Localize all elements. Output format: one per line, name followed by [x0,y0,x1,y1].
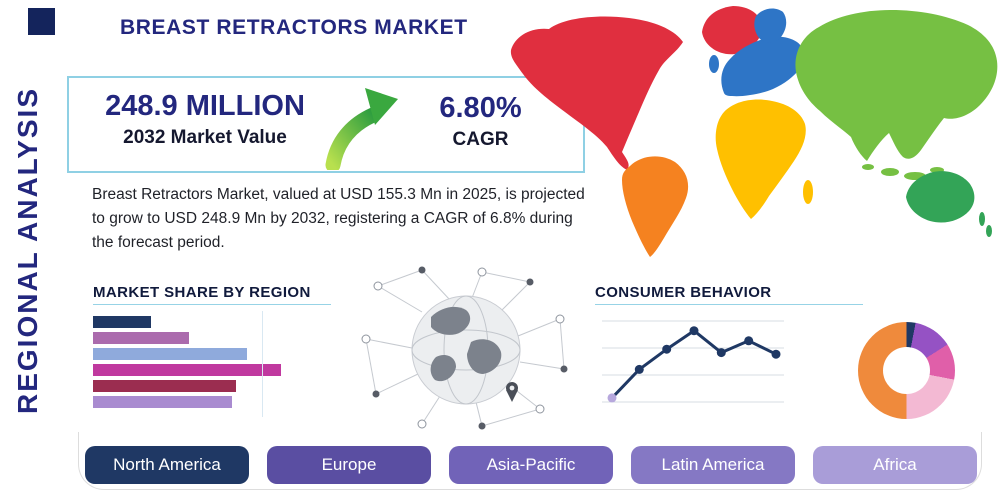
logo-square [28,8,55,35]
map-pin-icon [506,382,518,402]
line-marker-0 [607,393,617,403]
cagr-block: 6.80% CAGR [418,92,543,151]
line-marker-2 [662,344,672,354]
cagr-label: CAGR [452,129,509,150]
map-region-south-america [622,156,689,257]
market-share-bar-0 [93,316,151,328]
stats-box [67,76,585,173]
donut-hole [883,347,930,394]
market-share-bar-1 [93,332,189,344]
region-button-europe[interactable]: Europe [267,446,431,484]
map-region-greenland [702,6,762,55]
line-marker-5 [744,336,754,346]
world-map [510,6,998,257]
growth-arrow-icon [325,88,398,170]
map-region-new-zealand-2 [986,225,992,237]
market-share-bar-chart [93,316,293,412]
market-share-section-title: MARKET SHARE BY REGION [93,284,311,301]
region-button-north-america[interactable]: North America [85,446,249,484]
region-button-latin-america[interactable]: Latin America [631,446,795,484]
market-share-underline [93,304,331,305]
market-description: Breast Retractors Market, valued at USD … [92,186,585,252]
map-region-europe [721,36,805,97]
line-marker-6 [771,349,781,359]
market-share-bar-3 [93,364,281,376]
map-region-australia [906,171,975,223]
consumer-behavior-chart [602,320,784,403]
donut-chart [858,322,955,419]
market-value-block: 248.9 MILLION 2032 Market Value [95,90,315,149]
map-region-se-asia-1 [862,164,874,170]
map-region-uk [709,55,719,73]
market-share-bar-4 [93,380,236,392]
map-region-japan [982,69,990,91]
bottom-card-edge [78,432,982,490]
market-value-label: 2032 Market Value [123,127,287,148]
map-region-madagascar [803,180,813,204]
vertical-section-label: REGIONAL ANALYSIS [12,87,43,415]
map-region-scandinavia [754,8,787,43]
region-button-africa[interactable]: Africa [813,446,977,484]
map-region-se-asia-2 [881,168,899,176]
line-marker-3 [689,326,699,336]
consumer-behavior-section-title: CONSUMER BEHAVIOR [595,284,772,301]
page-title: BREAST RETRACTORS MARKET [120,16,468,39]
globe-network-illustration [361,266,568,430]
consumer-behavior-underline [595,304,863,305]
line-marker-4 [716,348,726,358]
cagr-value: 6.80% [439,92,522,124]
region-button-asia-pacific[interactable]: Asia-Pacific [449,446,613,484]
market-value-2032: 248.9 MILLION [105,90,305,122]
map-region-japan-south [975,91,981,105]
map-region-north-america [510,16,683,171]
network-nodes [361,266,568,430]
map-region-new-zealand-1 [979,212,985,226]
map-region-asia [795,10,998,161]
line-marker-1 [634,364,644,374]
market-share-bar-5 [93,396,232,408]
market-share-bar-2 [93,348,247,360]
map-region-africa [715,99,806,219]
region-buttons: North America Europe Asia-Pacific Latin Ame… [85,446,977,484]
bar-chart-gridline [262,311,263,417]
